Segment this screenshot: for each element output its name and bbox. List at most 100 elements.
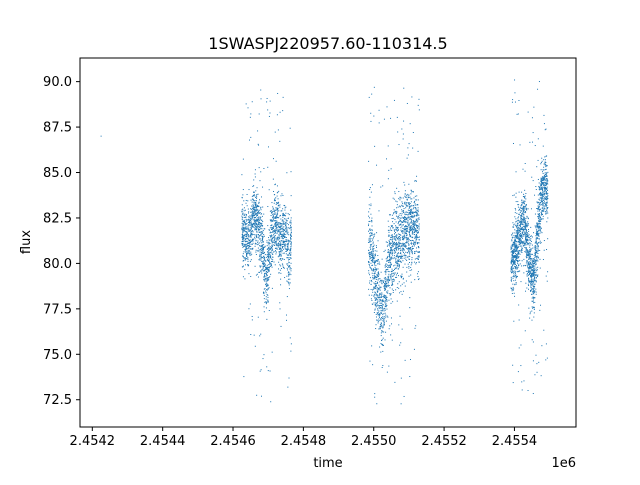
data-point [530,235,532,237]
outlier-point [283,204,285,206]
data-point [263,306,265,308]
data-point [540,179,542,181]
data-point [535,263,537,265]
data-point [241,236,243,238]
data-point [547,198,549,200]
data-point [287,254,289,256]
data-point [241,196,243,198]
data-point [521,227,523,229]
data-point [523,202,525,204]
data-point [280,195,282,197]
data-point [536,225,538,227]
data-point [526,215,528,217]
data-point [518,209,520,211]
data-point [384,305,386,307]
data-point [408,267,410,269]
data-point [387,249,389,251]
data-point [244,251,246,253]
data-point [271,228,273,230]
data-point [397,268,399,270]
outlier-point [398,324,400,326]
data-point [511,255,513,257]
data-point [523,230,525,232]
data-point [406,256,408,258]
data-point [540,162,542,164]
x-tick-label: 2.4548 [281,434,327,449]
data-point [242,235,244,237]
data-point [279,247,281,249]
data-point [247,264,249,266]
outlier-point [532,360,534,362]
data-point [249,239,251,241]
data-point [533,260,535,262]
data-point [275,227,277,229]
data-point [387,235,389,237]
data-point [540,220,542,222]
outlier-point [408,143,410,145]
data-point [520,205,522,207]
data-point [538,233,540,235]
data-point [535,231,537,233]
data-point [417,232,419,234]
outlier-point [514,92,516,94]
outlier-point [537,178,539,180]
outlier-point [286,296,288,298]
data-point [514,245,516,247]
data-point [259,229,261,231]
data-point [250,234,252,236]
data-point [373,286,375,288]
data-point [510,278,512,280]
outlier-point [272,178,274,180]
data-point [413,197,415,199]
data-point [260,249,262,251]
data-point [541,181,543,183]
data-point [416,175,418,177]
data-point [538,216,540,218]
data-point [286,263,288,265]
data-point [410,228,412,230]
data-point [258,225,260,227]
data-point [254,207,256,209]
outlier-point [253,334,255,336]
data-point [272,251,274,253]
data-point [248,242,250,244]
data-point [405,280,407,282]
data-point [410,226,412,228]
outlier-point [380,186,382,188]
data-point [403,237,405,239]
data-point [415,220,417,222]
data-point [385,264,387,266]
data-point [374,233,376,235]
data-point [375,275,377,277]
data-point [403,230,405,232]
data-point [368,221,370,223]
data-point [262,236,264,238]
outlier-point [529,141,531,143]
data-point [533,272,535,274]
data-point [411,228,413,230]
data-point [377,314,379,316]
data-point [381,295,383,297]
data-point [535,227,537,229]
data-point [254,245,256,247]
data-point [403,231,405,233]
data-point [527,262,529,264]
y-tick-label: 82.5 [43,211,72,226]
data-point [389,265,391,267]
data-point [287,264,289,266]
data-point [247,252,249,254]
data-point [397,228,399,230]
data-point [384,279,386,281]
data-point [513,261,515,263]
data-point [270,256,271,258]
data-point [544,156,546,158]
data-point [383,285,385,287]
outlier-point [406,102,408,104]
data-point [410,225,412,227]
data-point [247,225,249,227]
data-point [260,255,262,257]
data-point [263,235,265,237]
data-point [512,256,514,258]
data-point [391,225,393,227]
data-point [542,183,544,185]
